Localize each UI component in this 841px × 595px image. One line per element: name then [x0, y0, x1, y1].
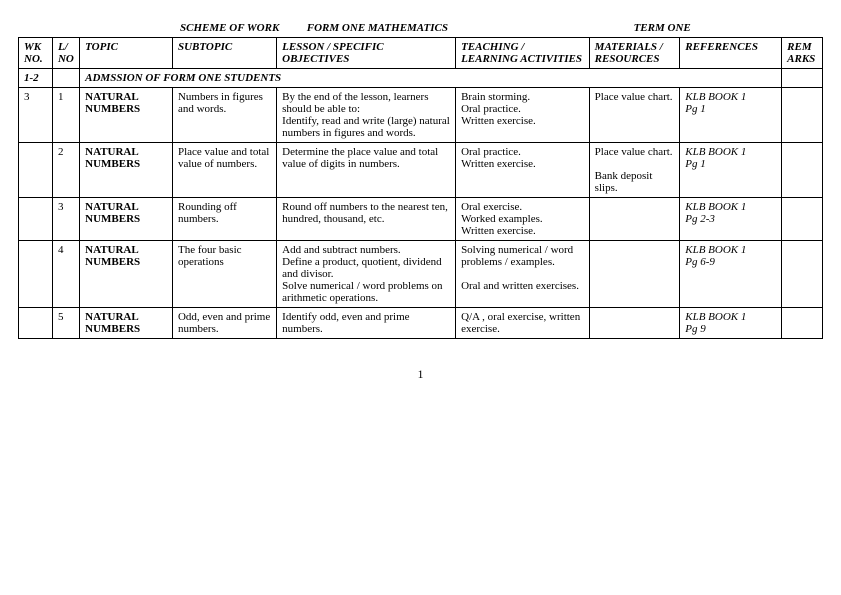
cell-lno: 3	[52, 198, 79, 241]
admission-wk: 1-2	[19, 69, 53, 88]
col-references: REFERENCES	[680, 38, 782, 69]
heading-scheme: SCHEME OF WORK	[180, 22, 279, 34]
col-activities: TEACHING / LEARNING ACTIVITIES	[456, 38, 590, 69]
cell-objectives: Add and subtract numbers.Define a produc…	[277, 241, 456, 308]
cell-activities: Brain storming.Oral practice.Written exe…	[456, 88, 590, 143]
admission-row: 1-2 ADMSSION OF FORM ONE STUDENTS	[19, 69, 823, 88]
cell-topic: NATURAL NUMBERS	[80, 241, 173, 308]
heading-form: FORM ONE MATHEMATICS	[307, 22, 448, 34]
cell-subtopic: Odd, even and prime numbers.	[172, 308, 276, 339]
cell-references: KLB BOOK 1Pg 1	[680, 143, 782, 198]
cell-references: KLB BOOK 1Pg 1	[680, 88, 782, 143]
col-subtopic: SUBTOPIC	[172, 38, 276, 69]
cell-objectives: Round off numbers to the nearest ten, hu…	[277, 198, 456, 241]
cell-remarks	[782, 241, 823, 308]
table-row: 31NATURAL NUMBERSNumbers in figures and …	[19, 88, 823, 143]
admission-lno	[52, 69, 79, 88]
cell-lno: 1	[52, 88, 79, 143]
cell-materials	[589, 308, 680, 339]
cell-topic: NATURAL NUMBERS	[80, 88, 173, 143]
cell-topic: NATURAL NUMBERS	[80, 198, 173, 241]
cell-topic: NATURAL NUMBERS	[80, 308, 173, 339]
table-row: 2NATURAL NUMBERSPlace value and total va…	[19, 143, 823, 198]
table-row: 3NATURAL NUMBERSRounding off numbers.Rou…	[19, 198, 823, 241]
cell-subtopic: Place value and total value of numbers.	[172, 143, 276, 198]
cell-activities: Oral practice.Written exercise.	[456, 143, 590, 198]
cell-materials: Place value chart.Bank deposit slips.	[589, 143, 680, 198]
admission-text: ADMSSION OF FORM ONE STUDENTS	[80, 69, 782, 88]
page-number: 1	[18, 367, 823, 382]
cell-remarks	[782, 143, 823, 198]
cell-materials	[589, 198, 680, 241]
cell-materials	[589, 241, 680, 308]
cell-activities: Oral exercise.Worked examples.Written ex…	[456, 198, 590, 241]
cell-references: KLB BOOK 1Pg 9	[680, 308, 782, 339]
cell-references: KLB BOOK 1Pg 2-3	[680, 198, 782, 241]
header-row: WK NO. L/ NO TOPIC SUBTOPIC LESSON / SPE…	[19, 38, 823, 69]
cell-wk	[19, 143, 53, 198]
heading-term: TERM ONE	[634, 22, 691, 34]
col-topic: TOPIC	[80, 38, 173, 69]
heading-row: SCHEME OF WORK FORM ONE MATHEMATICS TERM…	[19, 19, 823, 38]
cell-topic: NATURAL NUMBERS	[80, 143, 173, 198]
cell-wk	[19, 241, 53, 308]
cell-activities: Solving numerical / word problems / exam…	[456, 241, 590, 308]
cell-lno: 4	[52, 241, 79, 308]
col-wk-no: WK NO.	[19, 38, 53, 69]
cell-materials: Place value chart.	[589, 88, 680, 143]
cell-subtopic: Numbers in figures and words.	[172, 88, 276, 143]
cell-objectives: Identify odd, even and prime numbers.	[277, 308, 456, 339]
cell-subtopic: Rounding off numbers.	[172, 198, 276, 241]
cell-activities: Q/A , oral exercise, written exercise.	[456, 308, 590, 339]
col-remarks: REMARKS	[782, 38, 823, 69]
cell-wk	[19, 308, 53, 339]
cell-remarks	[782, 88, 823, 143]
cell-objectives: By the end of the lesson, learners shoul…	[277, 88, 456, 143]
cell-objectives: Determine the place value and total valu…	[277, 143, 456, 198]
table-row: 4NATURAL NUMBERSThe four basic operation…	[19, 241, 823, 308]
cell-lno: 5	[52, 308, 79, 339]
col-materials: MATERIALS / RESOURCES	[589, 38, 680, 69]
cell-remarks	[782, 308, 823, 339]
table-row: 5NATURAL NUMBERSOdd, even and prime numb…	[19, 308, 823, 339]
col-objectives: LESSON / SPECIFIC OBJECTIVES	[277, 38, 456, 69]
cell-subtopic: The four basic operations	[172, 241, 276, 308]
cell-lno: 2	[52, 143, 79, 198]
cell-remarks	[782, 198, 823, 241]
cell-wk	[19, 198, 53, 241]
cell-references: KLB BOOK 1Pg 6-9	[680, 241, 782, 308]
col-l-no: L/ NO	[52, 38, 79, 69]
scheme-table: SCHEME OF WORK FORM ONE MATHEMATICS TERM…	[18, 18, 823, 339]
cell-wk: 3	[19, 88, 53, 143]
admission-remarks	[782, 69, 823, 88]
